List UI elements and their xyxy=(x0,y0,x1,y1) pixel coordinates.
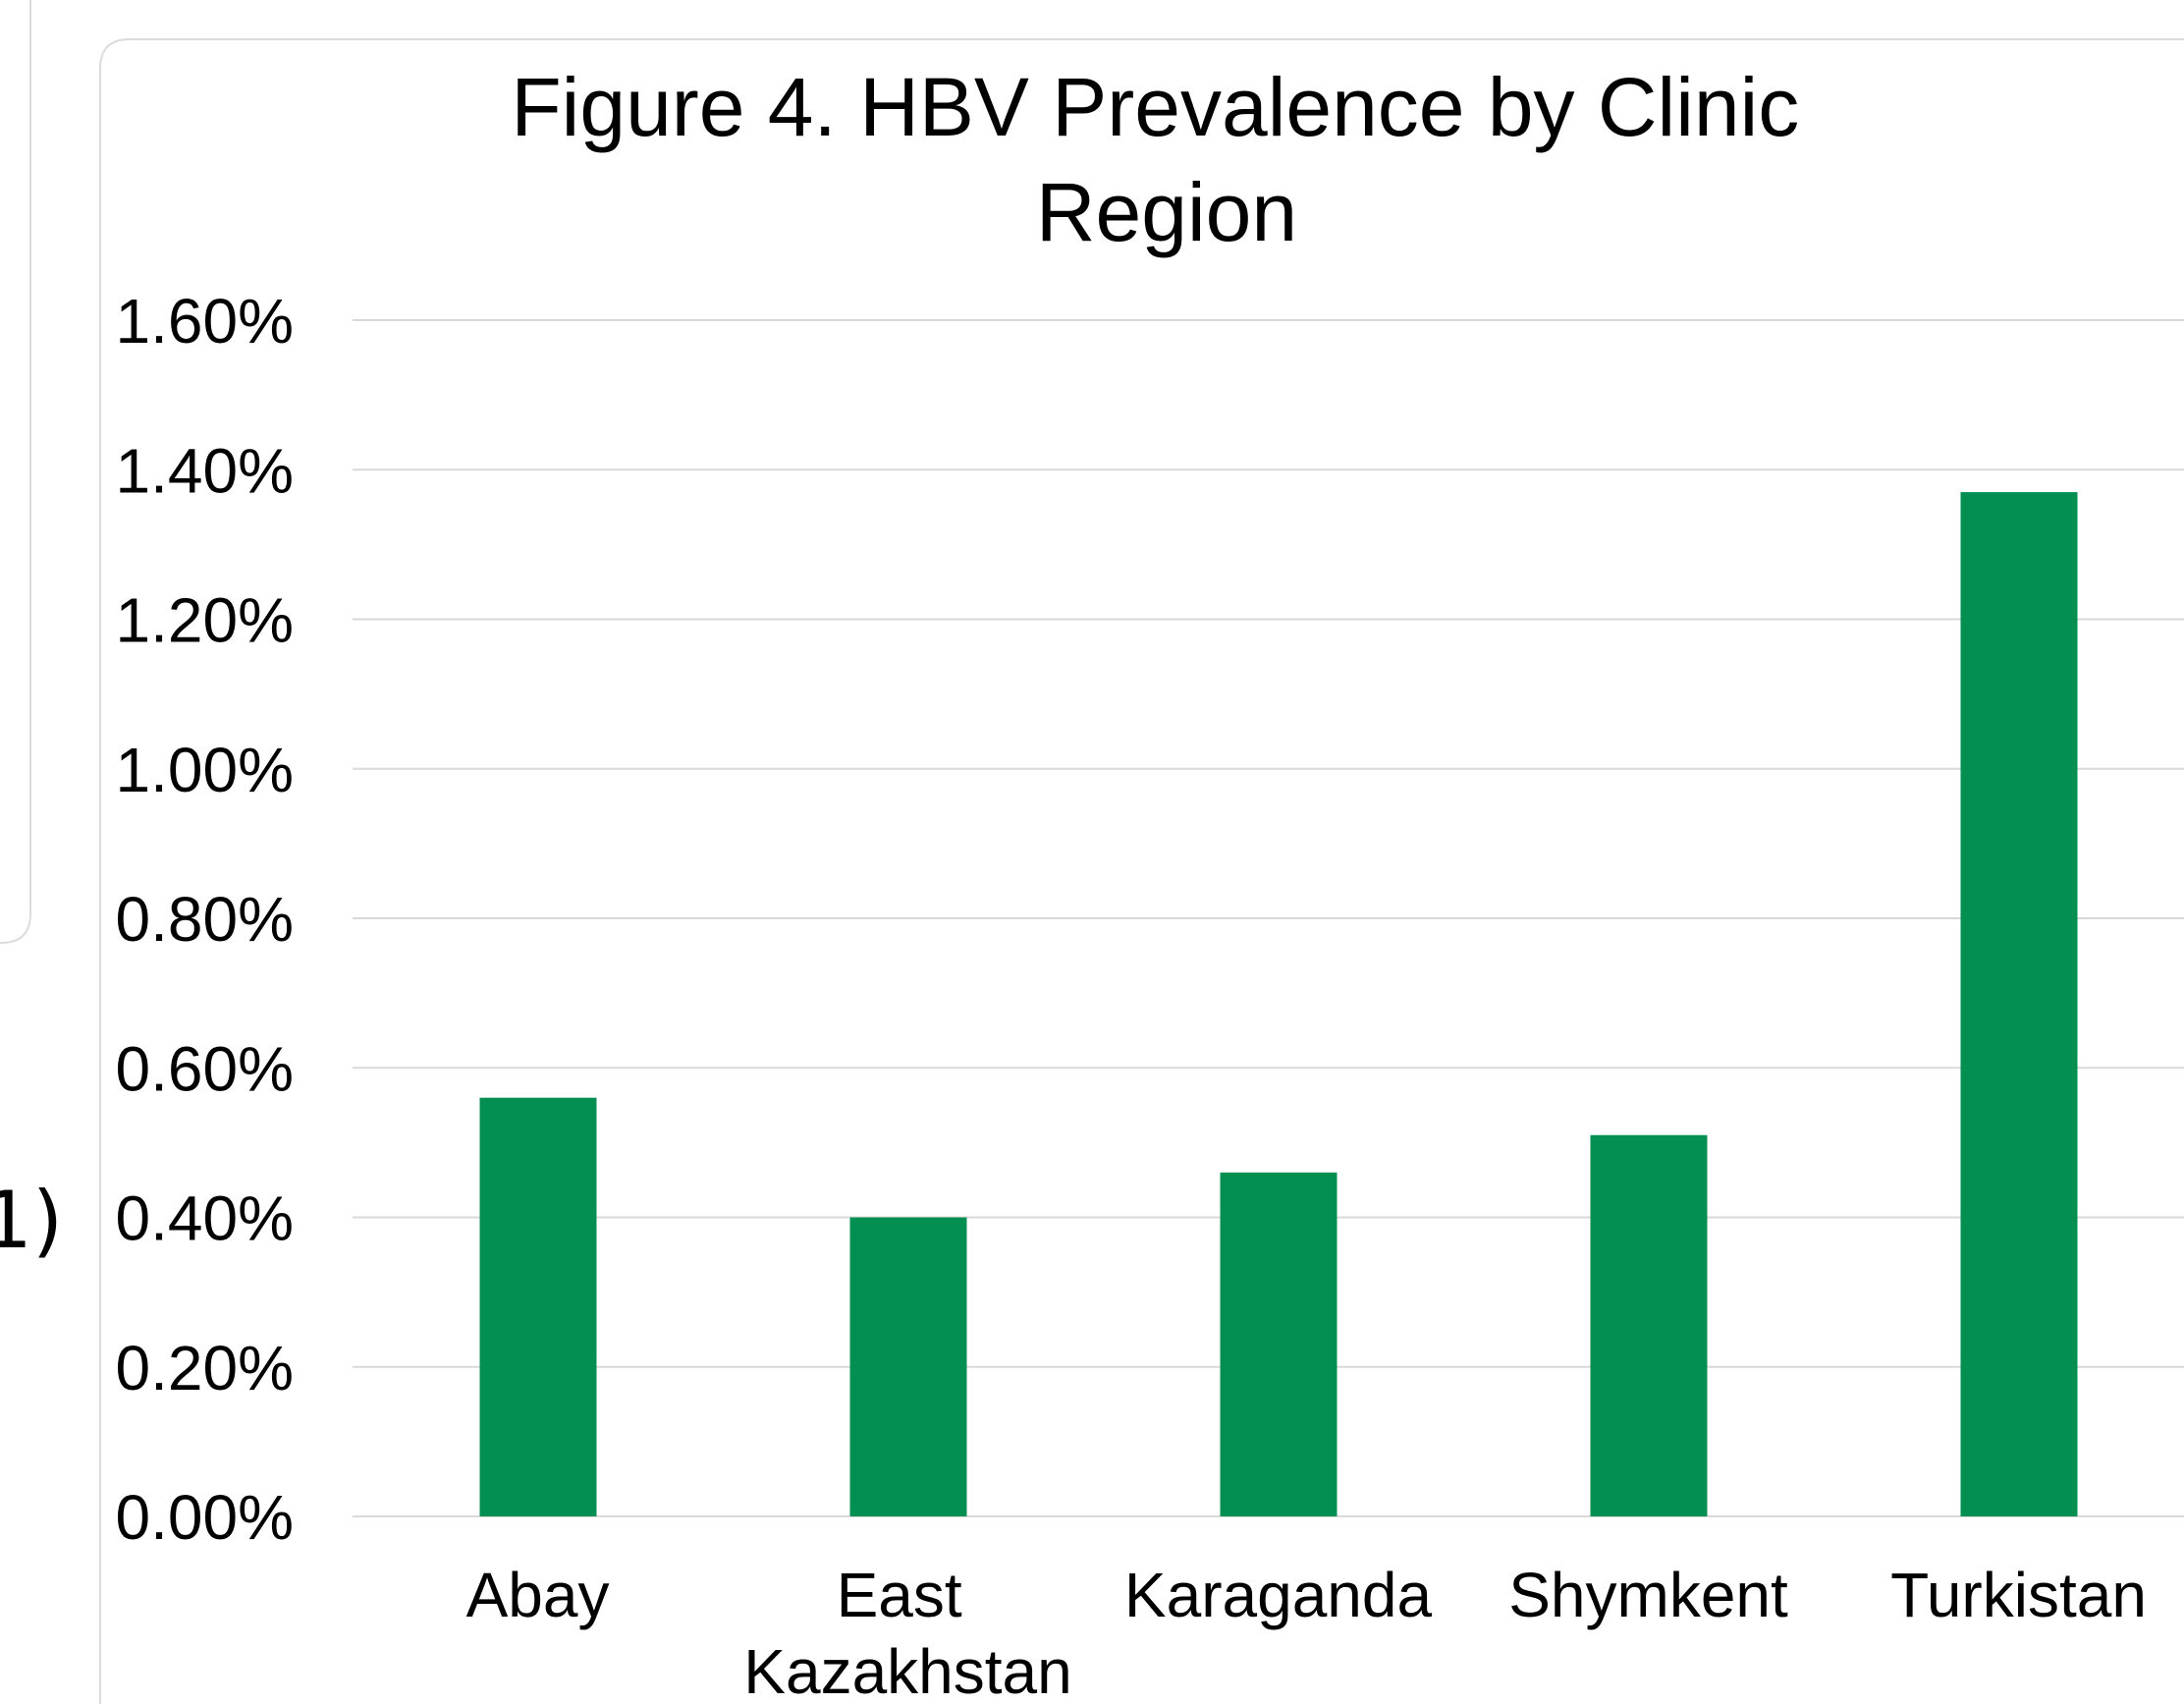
y-tick-label: 1.20% xyxy=(116,585,294,656)
y-tick-label: 0.20% xyxy=(116,1333,294,1403)
x-tick-label: Abay xyxy=(466,1560,610,1630)
x-tick-label: East Kazakhstan xyxy=(743,1560,1071,1704)
y-tick-label: 0.80% xyxy=(116,884,294,955)
bar xyxy=(1220,1172,1338,1516)
bar xyxy=(1960,492,2078,1516)
bar xyxy=(849,1217,967,1516)
y-tick-label: 1.00% xyxy=(116,735,294,805)
y-tick-label: 1.40% xyxy=(116,435,294,506)
y-tick-label: 0.60% xyxy=(116,1033,294,1104)
bar xyxy=(479,1097,597,1516)
y-tick-label: 1.60% xyxy=(116,286,294,357)
bar xyxy=(1590,1134,1708,1516)
left-fragment-text: 1) xyxy=(0,1175,63,1266)
x-tick-label: Turkistan xyxy=(1890,1560,2147,1630)
left-card xyxy=(0,0,31,944)
x-tick-label: Karaganda xyxy=(1124,1560,1433,1630)
y-tick-label: 0.00% xyxy=(116,1482,294,1553)
y-tick-label: 0.40% xyxy=(116,1183,294,1254)
x-tick-label: Shymkent xyxy=(1508,1560,1788,1630)
chart-title: Figure 4. HBV Prevalence by Clinic Regio… xyxy=(511,61,1822,258)
chart-card xyxy=(99,38,2184,1704)
